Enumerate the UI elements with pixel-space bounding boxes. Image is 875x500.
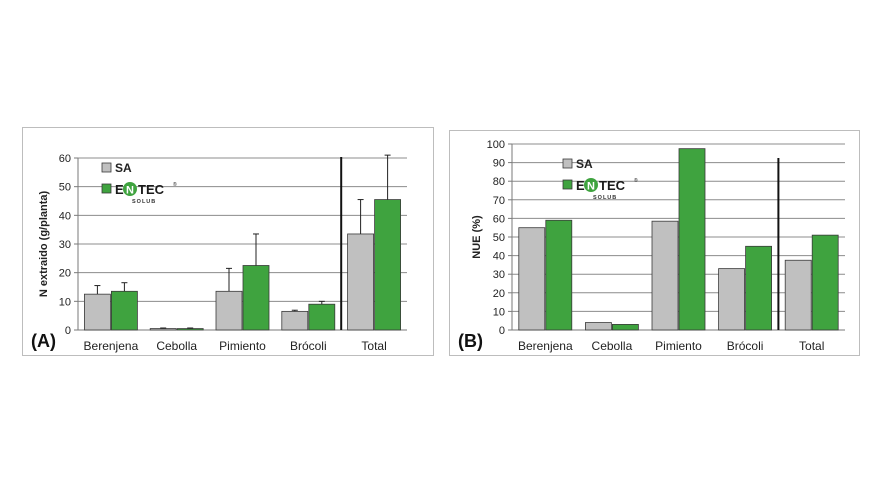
bar-entec xyxy=(611,324,639,331)
y-tick-label: 0 xyxy=(499,325,505,337)
legend-logo-tec: TEC xyxy=(138,182,165,197)
x-tick-label: Cebolla xyxy=(156,339,197,353)
x-tick-label: Brócoli xyxy=(727,339,764,353)
y-tick-label: 80 xyxy=(493,176,505,188)
y-tick-label: 40 xyxy=(59,210,71,222)
y-tick-label: 40 xyxy=(493,251,505,263)
x-tick-label: Berenjena xyxy=(518,339,573,353)
y-tick-label: 20 xyxy=(59,268,71,280)
panel-label: (A) xyxy=(31,331,56,351)
entec-logo-circle xyxy=(123,182,137,196)
chart-a-svg: 0 10 20 30 40 50 60 N extraido (g/planta) Berenj… xyxy=(31,153,407,353)
legend-logo-sub: SOLUB xyxy=(593,195,617,201)
chart-b-svg: 0 10 20 30 40 50 60 70 80 90 100 NUE (%) Berenjena Ce… xyxy=(458,139,845,353)
x-tick-label: Pimiento xyxy=(655,339,702,353)
bar-sa xyxy=(215,290,243,331)
y-axis-label: N extraido (g/planta) xyxy=(38,190,50,297)
legend-logo-sub: SOLUB xyxy=(132,199,156,205)
bar-entec xyxy=(308,303,336,331)
legend-logo-e: E xyxy=(576,178,585,193)
y-tick-label: 60 xyxy=(59,153,71,165)
y-axis-label: NUE (%) xyxy=(471,215,483,259)
x-tick-label: Pimiento xyxy=(219,339,266,353)
legend-label-sa: SA xyxy=(576,157,593,171)
legend-swatch-entec xyxy=(562,179,573,190)
legend-logo-n: N xyxy=(126,185,134,197)
bar-sa xyxy=(281,310,309,331)
y-tick-label: 60 xyxy=(493,213,505,225)
bar-sa xyxy=(84,293,111,331)
x-tick-label: Total xyxy=(361,339,386,353)
y-tick-label: 50 xyxy=(59,182,71,194)
legend-swatch-sa xyxy=(562,158,573,169)
y-tick-label: 20 xyxy=(493,288,505,300)
legend-logo-tec: TEC xyxy=(599,178,626,193)
y-tick-label: 100 xyxy=(487,139,505,151)
bar-sa xyxy=(518,227,546,331)
bar-entec xyxy=(242,265,270,331)
y-tick-label: 0 xyxy=(65,325,71,337)
x-tick-label: Total xyxy=(799,339,824,353)
y-tick-label: 30 xyxy=(493,269,505,281)
entec-logo-circle xyxy=(584,178,598,192)
panel-label: (B) xyxy=(458,331,483,351)
legend-swatch-sa xyxy=(101,162,112,173)
y-tick-label: 10 xyxy=(493,306,505,318)
bar-entec xyxy=(545,219,573,331)
x-tick-label: Berenjena xyxy=(84,339,139,353)
bar-entec xyxy=(111,290,138,331)
x-tick-label: Cebolla xyxy=(592,339,633,353)
bar-sa xyxy=(347,233,375,331)
legend-logo-n: N xyxy=(587,181,595,193)
y-tick-label: 10 xyxy=(59,296,71,308)
registered-mark: ® xyxy=(173,181,177,188)
bar-sa xyxy=(651,220,679,331)
y-tick-label: 70 xyxy=(493,195,505,207)
bar-sa xyxy=(784,259,812,331)
registered-mark: ® xyxy=(634,177,638,184)
bar-entec xyxy=(374,199,402,331)
legend-logo-e: E xyxy=(115,182,124,197)
legend-swatch-entec xyxy=(101,183,112,194)
legend-label-sa: SA xyxy=(115,161,132,175)
bar-entec xyxy=(811,234,839,331)
bar-entec xyxy=(745,245,773,331)
chart-panel-b: 0 10 20 30 40 50 60 70 80 90 100 NUE (%) Berenjena Ce… xyxy=(449,130,860,356)
chart-panel-a: 0 10 20 30 40 50 60 N extraido (g/planta) Berenj… xyxy=(22,127,434,356)
bar-sa xyxy=(149,328,177,331)
y-tick-label: 50 xyxy=(493,232,505,244)
y-tick-label: 30 xyxy=(59,239,71,251)
bar-entec xyxy=(678,148,706,331)
y-tick-label: 90 xyxy=(493,158,505,170)
x-tick-label: Brócoli xyxy=(290,339,327,353)
bar-sa xyxy=(584,322,612,331)
bar-entec xyxy=(176,328,204,331)
bar-sa xyxy=(718,268,746,331)
